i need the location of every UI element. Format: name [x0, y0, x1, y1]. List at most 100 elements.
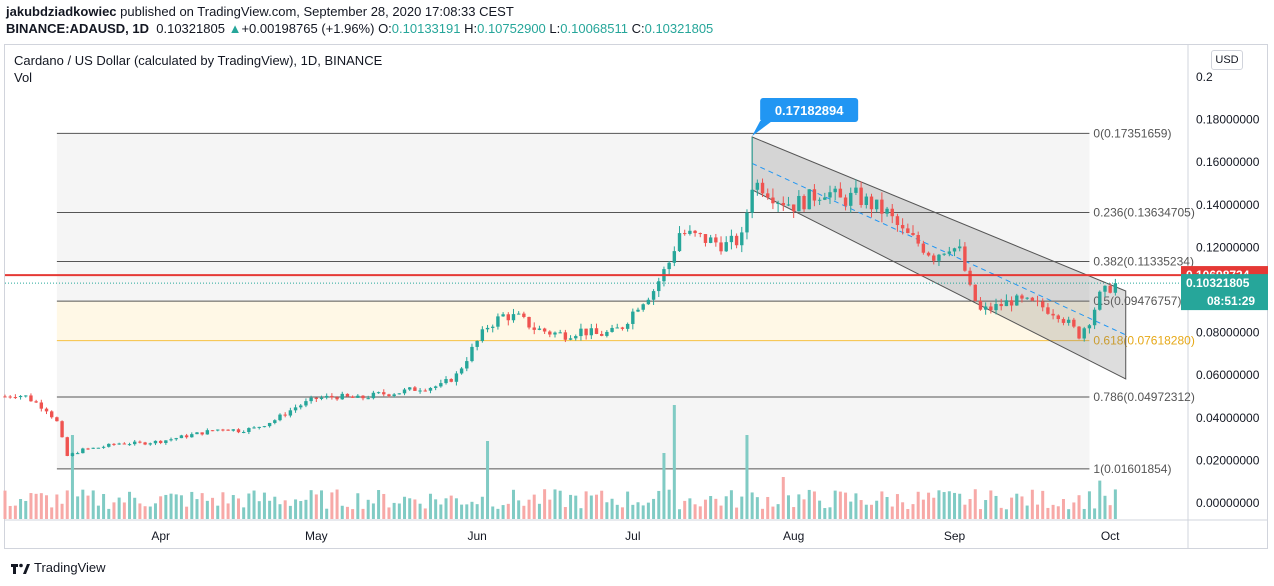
volume-bar	[683, 500, 687, 519]
candle-body	[558, 332, 562, 334]
volume-bar	[221, 492, 225, 519]
volume-bar	[755, 497, 759, 519]
candle-body	[65, 437, 69, 456]
volume-bar	[688, 498, 692, 519]
candle-body	[548, 331, 552, 335]
volume-bar	[968, 499, 972, 519]
volume-bar	[869, 504, 873, 519]
volume-bar	[569, 494, 573, 519]
volume-bar	[96, 505, 100, 519]
volume-bar	[620, 507, 624, 519]
last-price: 0.10321805	[156, 21, 225, 36]
volume-bar	[34, 493, 38, 519]
volume-bar	[1082, 508, 1086, 519]
candle-body	[39, 402, 44, 409]
volume-bar	[70, 435, 74, 519]
volume-bar	[781, 477, 785, 519]
volume-bar	[636, 502, 640, 519]
candle-body	[932, 255, 936, 261]
candle-body	[563, 332, 568, 340]
volume-bar	[496, 508, 500, 519]
volume-bar	[387, 507, 391, 519]
volume-bar	[231, 495, 235, 519]
candle-body	[158, 440, 163, 444]
volume-bar	[91, 490, 95, 519]
low-value: 0.10068511	[560, 21, 628, 36]
candle-body	[797, 195, 801, 212]
volume-bar	[942, 492, 946, 519]
channel-midline	[751, 162, 1126, 336]
candle-body	[127, 444, 132, 446]
candle-body	[18, 395, 23, 398]
volume-bar	[29, 493, 33, 519]
candle-body	[1035, 300, 1040, 302]
volume-bar	[927, 492, 931, 519]
candle-body	[823, 197, 827, 200]
volume-bar	[60, 503, 64, 519]
candle-body	[553, 332, 557, 335]
y-tick-label: 0.06000000	[1196, 368, 1260, 382]
high-callout-label: 0.17182894	[775, 103, 844, 118]
candle-body	[828, 192, 832, 198]
candle-body	[75, 453, 80, 455]
volume-bar	[491, 506, 495, 519]
volume-bar	[211, 497, 215, 519]
volume-bar	[50, 507, 54, 519]
volume-bar	[947, 491, 951, 519]
currency-button[interactable]: USD	[1211, 50, 1243, 70]
volume-bar	[631, 504, 635, 519]
brand-name: TradingView	[34, 560, 106, 575]
candle-body	[527, 316, 531, 328]
candle-body	[1092, 309, 1097, 326]
volume-bar	[610, 498, 614, 519]
candle-body	[148, 443, 152, 445]
candle-body	[937, 254, 941, 261]
volume-bar	[185, 506, 189, 519]
volume-bar	[460, 504, 464, 519]
footer-brand[interactable]: TradingView	[10, 560, 106, 575]
volume-bar	[242, 507, 246, 519]
volume-bar	[999, 507, 1003, 519]
candle-body	[324, 395, 329, 398]
ohlc-line: BINANCE:ADAUSD, 1D 0.10321805 ▲+0.001987…	[6, 21, 713, 36]
candle-body	[729, 235, 734, 243]
fib-band	[56, 340, 1090, 398]
candle-body	[1077, 326, 1081, 339]
candle-body	[408, 387, 412, 390]
candle-body	[371, 392, 376, 399]
candle-body	[869, 196, 874, 210]
volume-bar	[589, 495, 593, 519]
candle-body	[184, 435, 189, 438]
fib-level-label: 0.5(0.09476757)	[1093, 294, 1181, 308]
author-name[interactable]: jakubdziadkowiec	[6, 4, 117, 19]
candle-body	[750, 189, 754, 213]
volume-bar	[698, 506, 702, 519]
volume-bar	[273, 496, 277, 519]
volume-bar	[880, 491, 884, 519]
volume-bar	[657, 490, 661, 519]
candle-body	[947, 251, 952, 254]
candle-body	[335, 397, 339, 400]
volume-bar	[325, 508, 329, 519]
y-tick-label: 0.14000000	[1196, 198, 1260, 212]
candle-body	[683, 233, 687, 235]
volume-bar	[356, 493, 360, 519]
candle-body	[599, 333, 604, 336]
candle-body	[216, 429, 220, 431]
candle-body	[859, 187, 863, 205]
candle-body	[107, 443, 111, 447]
y-tick-label: 0.12000000	[1196, 240, 1260, 254]
candle-body	[174, 438, 178, 440]
volume-bar	[366, 499, 370, 519]
volume-bar	[268, 500, 272, 519]
volume-bar	[958, 493, 962, 519]
candle-body	[221, 429, 225, 431]
candle-body	[714, 237, 718, 243]
candle-body	[267, 422, 272, 427]
candle-body	[1082, 328, 1086, 339]
volume-bar	[797, 494, 801, 519]
candle-body	[205, 430, 210, 435]
candle-body	[319, 397, 324, 399]
volume-bar	[761, 508, 765, 519]
